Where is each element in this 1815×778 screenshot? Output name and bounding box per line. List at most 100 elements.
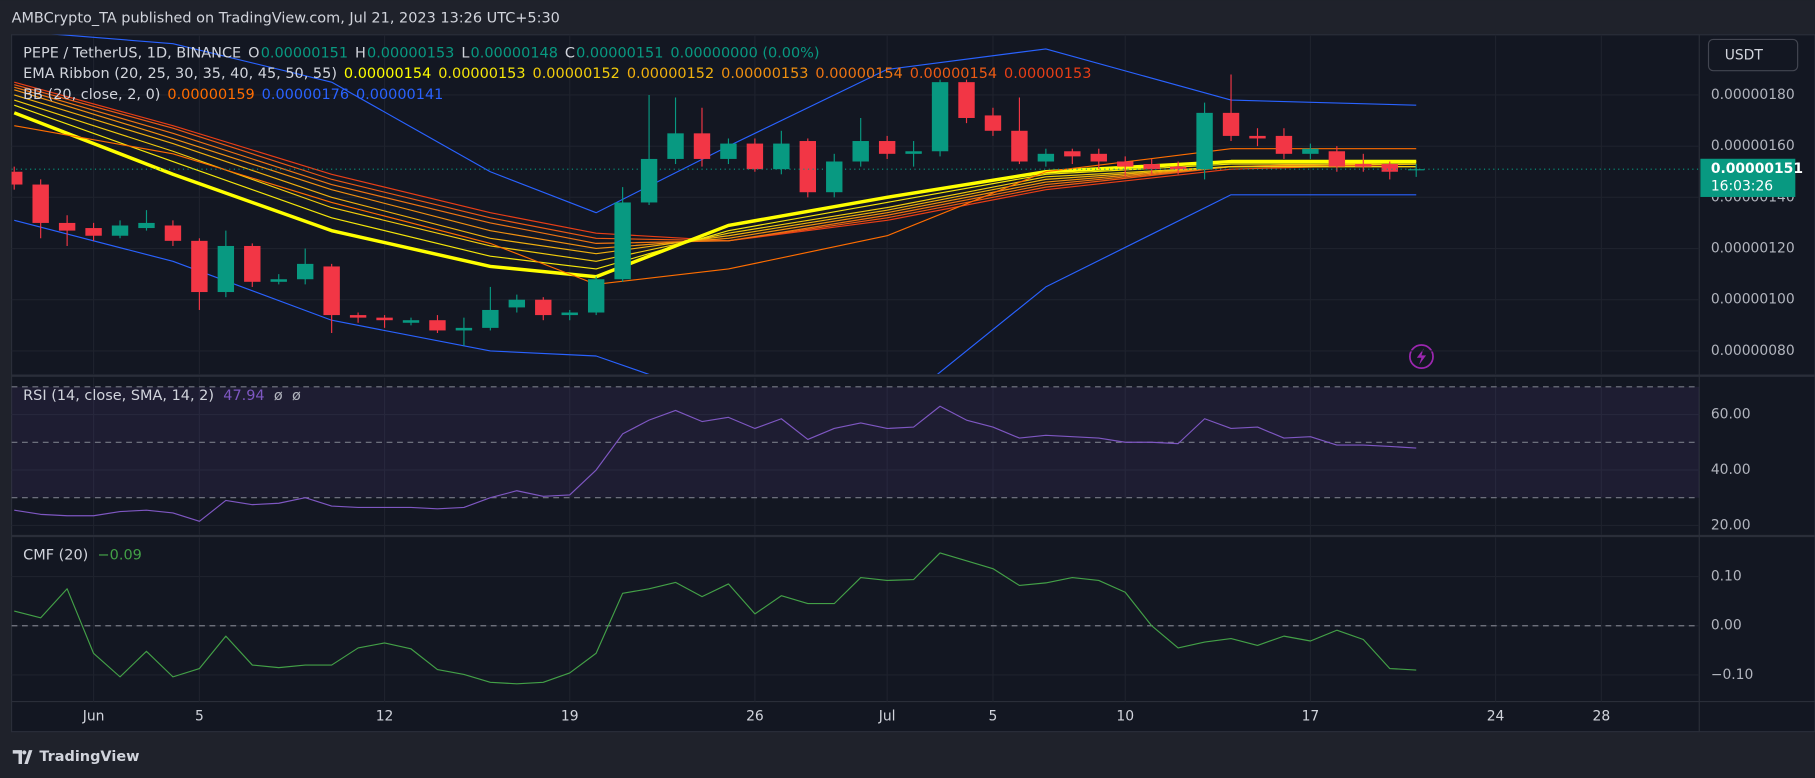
candle-body — [799, 141, 816, 193]
legend-value: 0.00000154 — [344, 66, 431, 82]
candle-body — [1249, 135, 1266, 139]
legend-value: 47.94 — [223, 388, 264, 404]
candle-body — [905, 151, 922, 154]
candle-body — [1090, 153, 1107, 162]
candle-body — [508, 299, 526, 308]
pane — [11, 537, 1700, 702]
x-tick-label: 5 — [195, 709, 204, 725]
pane — [11, 377, 1700, 535]
candle-body — [958, 82, 975, 118]
legend-value: 0.00000159 — [167, 87, 254, 103]
legend-row: EMA Ribbon (20, 25, 30, 35, 40, 45, 50, … — [23, 66, 1091, 82]
candle-body — [1037, 153, 1055, 162]
ohlc-label: H — [355, 45, 366, 61]
overlay-line — [13, 111, 1417, 279]
legend-value: 0.00000141 — [356, 87, 443, 103]
candle-body — [614, 202, 631, 280]
x-tick-label: 28 — [1593, 709, 1611, 725]
overlay-line — [14, 84, 1417, 242]
icon-circle[interactable] — [1408, 344, 1434, 370]
ohlc-label: L — [461, 45, 469, 61]
y-tick-label: 0.00 — [1711, 618, 1742, 634]
countdown: 16:03:26 — [1711, 179, 1773, 195]
overlay-line — [54, 34, 1417, 214]
logo-dot — [22, 750, 27, 755]
candle-body — [1169, 166, 1187, 170]
overlay-line — [14, 89, 1417, 250]
x-tick-label: 5 — [989, 709, 998, 725]
candle-body — [667, 133, 684, 159]
ohlc-label: O — [248, 45, 259, 61]
ohlc-value: 0.00000151 — [576, 45, 663, 61]
candle-body — [429, 320, 446, 331]
x-tick-label: Jul — [878, 709, 896, 725]
candle-body — [1143, 164, 1160, 170]
legend-row: PEPE / TetherUS, 1D, BINANCE O0.00000151 H… — [23, 45, 819, 61]
candle-body — [984, 115, 1002, 131]
y-tick-label: 40.00 — [1711, 462, 1751, 478]
legend-row: BB (20, close, 2, 0) 0.00000159 0.00000176… — [23, 87, 443, 103]
y-tick-label: 0.00000160 — [1711, 138, 1795, 154]
ohlc-label: C — [565, 45, 575, 61]
legend-value: 0.00000153 — [1004, 66, 1091, 82]
lightning-icon[interactable] — [1408, 344, 1434, 370]
last-price-label: 0.00000151 — [1711, 161, 1803, 177]
currency[interactable]: USDT — [1725, 48, 1764, 64]
x-tick-label: 12 — [376, 709, 394, 725]
indicator-name: CMF (20) — [23, 548, 88, 564]
candle-body — [746, 143, 764, 170]
candle-body — [85, 228, 102, 236]
plot-area — [10, 34, 1815, 733]
indicator-line — [14, 552, 1417, 685]
y-tick-label: 60.00 — [1711, 407, 1751, 423]
candle-body — [1064, 151, 1081, 157]
candle-body — [482, 309, 499, 328]
candle-body — [1196, 112, 1213, 170]
candle-body — [1011, 130, 1028, 162]
brand-logo — [12, 750, 33, 765]
y-tick-label: 0.10 — [1711, 569, 1742, 585]
y-tick-label: 0.00000120 — [1711, 241, 1795, 257]
candle-body — [878, 141, 896, 154]
candle-body — [323, 266, 340, 316]
legend-value: 0.00000152 — [533, 66, 620, 82]
ohlc-value: 0.00000151 — [261, 45, 348, 61]
currency-box[interactable] — [1707, 38, 1799, 72]
candle-body — [640, 158, 658, 203]
y-tick-label: −0.10 — [1711, 667, 1754, 683]
candle-body — [217, 245, 235, 293]
overlay-line — [14, 194, 1417, 374]
x-tick-label: 19 — [561, 709, 579, 725]
candle-body — [1381, 164, 1398, 172]
candle-body — [191, 240, 208, 293]
legend-value: −0.09 — [98, 548, 142, 564]
legend-value: 0.00000154 — [910, 66, 997, 82]
ohlc-value: 0.00000153 — [367, 45, 454, 61]
candle-body — [402, 320, 420, 323]
overlay-line — [14, 99, 1417, 262]
icon-bolt[interactable] — [1416, 348, 1427, 365]
candle-body — [587, 279, 605, 313]
candle-body — [296, 263, 314, 280]
legend-row: RSI (14, close, SMA, 14, 2) 47.94 ø ø — [23, 388, 301, 404]
indicator-name: RSI (14, close, SMA, 14, 2) — [23, 388, 214, 404]
brand: TradingView — [39, 749, 139, 765]
candle-body — [1117, 161, 1134, 167]
legend-value: 0.00000153 — [438, 66, 525, 82]
indicator-line — [14, 405, 1417, 522]
y-tick-label: 0.00000180 — [1711, 87, 1795, 103]
candle-body — [773, 143, 790, 170]
candle-body — [138, 222, 155, 229]
candle-body — [1328, 151, 1346, 167]
indicator-name: BB (20, close, 2, 0) — [23, 87, 160, 103]
legend-value: 0.00000176 — [262, 87, 349, 103]
candle-body — [349, 315, 367, 318]
candle-body — [826, 161, 843, 193]
legend-row: CMF (20) −0.09 — [23, 548, 142, 564]
x-tick-label: 24 — [1487, 709, 1505, 725]
x-tick-label: 17 — [1302, 709, 1320, 725]
pane — [11, 34, 1700, 374]
legend-value: 0.00000154 — [815, 66, 902, 82]
change: 0.00000000 (0.00%) — [670, 45, 819, 61]
